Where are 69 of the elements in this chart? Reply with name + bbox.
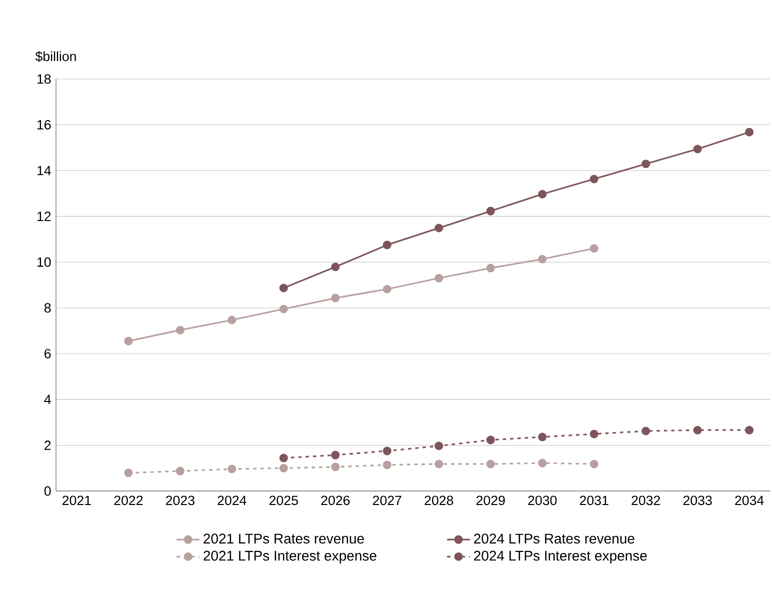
- legend-label: 2021 LTPs Interest expense: [204, 550, 376, 564]
- x-tick-label: 2021: [62, 496, 91, 506]
- point: [228, 464, 236, 474]
- y-tick-label: 18: [37, 74, 51, 84]
- point: [382, 240, 392, 250]
- point: [590, 430, 598, 438]
- y-tick-label: 16: [37, 120, 51, 130]
- x-tick-label: 2027: [372, 496, 402, 506]
- legend-label: 2024 LTPs Interest expense: [474, 550, 647, 564]
- x-tick-label: 2030: [528, 496, 557, 506]
- point: [590, 244, 598, 253]
- point: [642, 426, 650, 436]
- point: [434, 224, 444, 232]
- point: [382, 460, 392, 470]
- point: [486, 264, 495, 272]
- point: [331, 294, 340, 302]
- y-tick-label: 6: [44, 348, 51, 358]
- x-tick-label: 2026: [321, 496, 350, 506]
- point: [538, 432, 547, 442]
- point: [331, 450, 340, 460]
- x-tick-label: 2023: [166, 496, 194, 506]
- point: [279, 454, 288, 462]
- legend-label: 2024 LTPs Rates revenue: [474, 534, 634, 544]
- x-tick-label: 2033: [683, 496, 712, 506]
- point: [745, 128, 754, 136]
- point: [279, 284, 288, 292]
- y-tick-label: 14: [37, 166, 51, 176]
- point: [279, 464, 288, 472]
- x-tick-label: 2029: [476, 496, 505, 506]
- legend-label: 2021 LTPs Rates revenue: [204, 534, 364, 544]
- x-tick-label: 2028: [424, 496, 454, 506]
- point: [745, 426, 754, 434]
- x-tick-label: 2032: [632, 496, 660, 506]
- x-tick-label: 2031: [580, 496, 608, 506]
- y-tick-label: 12: [37, 212, 51, 221]
- point: [382, 284, 392, 294]
- point: [486, 460, 495, 468]
- point: [693, 426, 702, 434]
- point: [590, 174, 598, 184]
- x-tick-label: 2024: [218, 496, 246, 506]
- point: [434, 274, 444, 282]
- y-tick-label: 2: [44, 440, 51, 450]
- point: [176, 466, 184, 476]
- point: [590, 460, 598, 468]
- point: [434, 442, 444, 450]
- point: [124, 336, 133, 346]
- point: [486, 206, 495, 216]
- point: [382, 446, 392, 456]
- x-tick-label: 2022: [114, 496, 143, 506]
- y-tick-label: 0: [44, 486, 51, 496]
- point: [279, 304, 288, 314]
- point: [331, 262, 340, 272]
- point: [331, 462, 340, 472]
- point: [486, 436, 495, 444]
- y-tick-label: 8: [44, 303, 51, 313]
- x-tick-label: 2025: [269, 496, 298, 506]
- point: [693, 144, 702, 154]
- point: [176, 326, 184, 334]
- point: [538, 190, 547, 198]
- point: [642, 160, 650, 168]
- point: [538, 458, 547, 468]
- y-axis-title: $billion: [35, 51, 76, 62]
- point: [434, 460, 444, 468]
- x-tick-label: 2034: [735, 496, 764, 506]
- y-tick-label: 4: [44, 394, 51, 404]
- point: [124, 468, 133, 478]
- point: [538, 254, 547, 264]
- point: [228, 316, 236, 324]
- y-tick-label: 10: [37, 257, 51, 267]
